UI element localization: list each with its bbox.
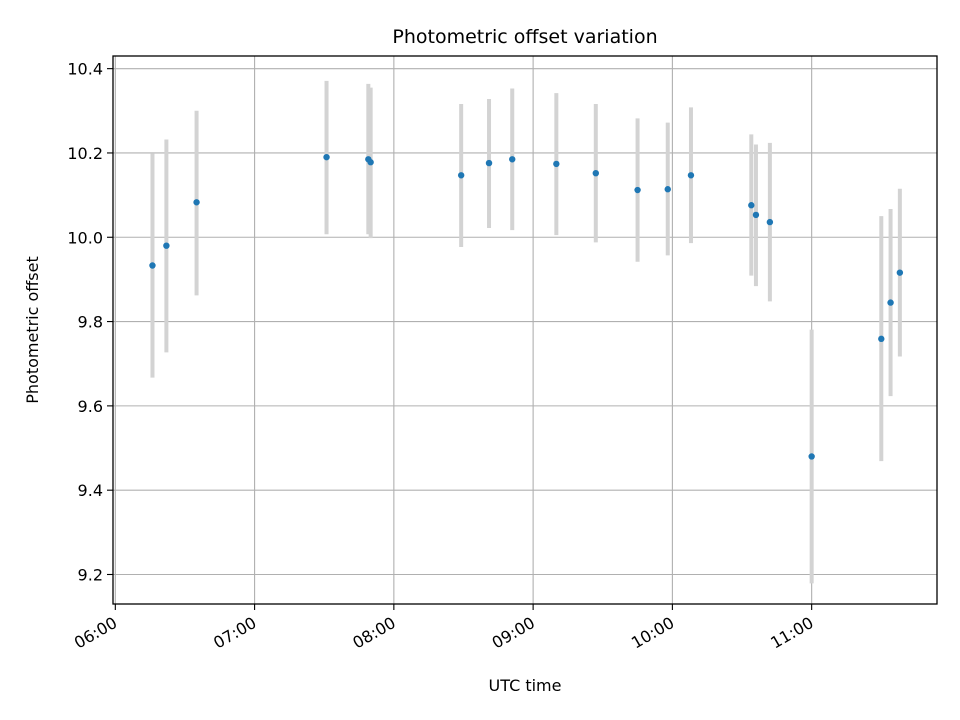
data-point bbox=[485, 159, 493, 167]
data-point bbox=[553, 160, 560, 168]
y-tick-label: 9.6 bbox=[78, 397, 103, 416]
y-tick-label: 9.4 bbox=[78, 481, 103, 500]
y-tick-label: 9.2 bbox=[78, 565, 103, 584]
y-tick-label: 10.0 bbox=[67, 228, 103, 247]
data-point bbox=[592, 169, 599, 177]
y-tick-label: 9.8 bbox=[78, 313, 103, 332]
data-points bbox=[149, 153, 904, 460]
y-tick-label: 10.4 bbox=[67, 60, 103, 79]
data-point bbox=[766, 218, 774, 226]
data-point bbox=[634, 186, 641, 194]
data-point bbox=[664, 186, 671, 193]
data-point bbox=[896, 269, 904, 276]
data-point bbox=[687, 172, 695, 179]
data-point bbox=[457, 172, 465, 179]
data-point bbox=[808, 453, 815, 460]
data-point bbox=[748, 202, 755, 209]
data-point bbox=[367, 159, 374, 166]
chart-title: Photometric offset variation bbox=[392, 26, 657, 48]
y-tick-label: 10.2 bbox=[67, 144, 103, 163]
plot-frame bbox=[112, 55, 938, 605]
x-axis-title: UTC time bbox=[489, 676, 562, 695]
data-point bbox=[149, 262, 156, 269]
data-point bbox=[752, 211, 760, 219]
data-point bbox=[509, 156, 516, 163]
y-axis-title: Photometric offset bbox=[23, 256, 42, 404]
data-point bbox=[193, 199, 200, 206]
data-point bbox=[323, 153, 330, 161]
data-point bbox=[887, 299, 894, 306]
data-point bbox=[163, 242, 170, 249]
y-axis: 9.2 9.4 9.6 9.8 10.0 10.2 10.4 bbox=[67, 60, 113, 584]
data-point bbox=[878, 335, 885, 343]
